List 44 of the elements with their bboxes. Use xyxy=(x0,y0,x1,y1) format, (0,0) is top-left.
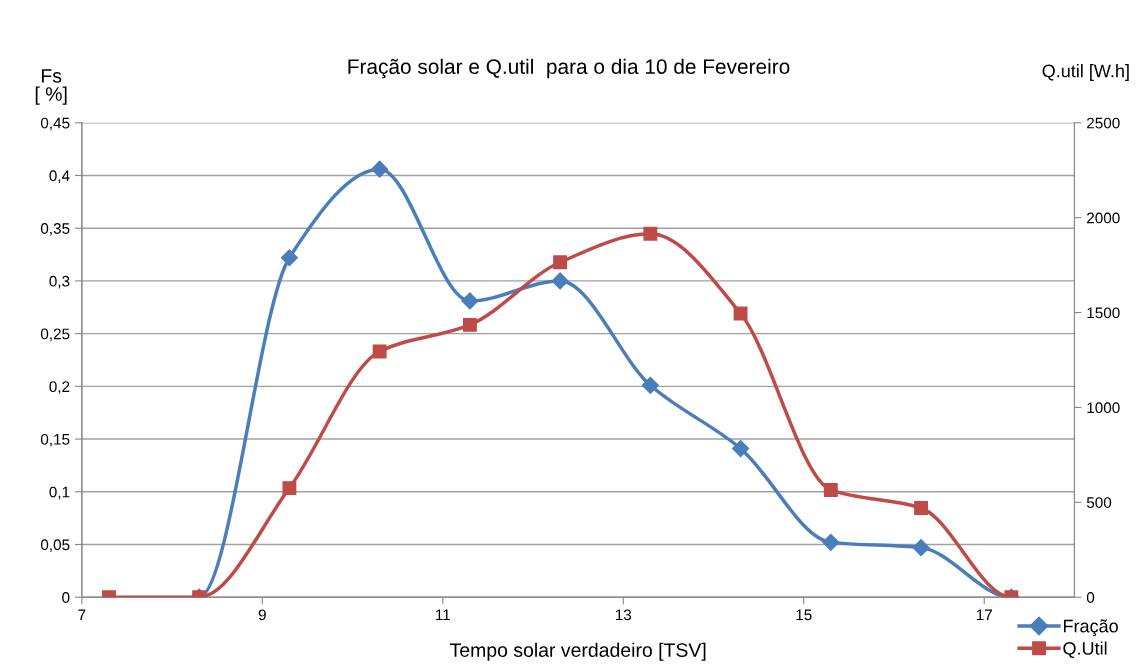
point xyxy=(732,439,750,458)
y-tick-label: 0 xyxy=(62,592,70,603)
x-tick-label: 9 xyxy=(258,609,266,621)
y-tick-label: 0,15 xyxy=(40,433,70,447)
y-tick-label: 0,3 xyxy=(49,275,70,289)
point xyxy=(641,376,659,394)
point xyxy=(914,501,929,515)
point xyxy=(823,483,838,497)
x-tick-label: 15 xyxy=(796,609,812,621)
point xyxy=(461,292,479,310)
y-tick-label: 0,4 xyxy=(49,170,70,183)
x-tick-label: 13 xyxy=(615,609,632,621)
legend-label: Fração xyxy=(1063,619,1118,637)
y2-tick-label: 0 xyxy=(1086,592,1095,603)
point xyxy=(551,272,569,290)
y-tick-label: 0,25 xyxy=(40,328,70,342)
legend-label: Q.Util xyxy=(1063,641,1107,659)
point xyxy=(733,306,748,321)
y-tick-label: 0,35 xyxy=(40,223,70,236)
point xyxy=(372,344,387,359)
y-tick-label: 0,2 xyxy=(49,381,70,394)
x-axis-title: Tempo solar verdadeiro [TSV] xyxy=(450,642,706,661)
point xyxy=(371,160,389,178)
point xyxy=(643,226,658,241)
x-tick-label: 17 xyxy=(976,609,992,621)
y2-axis-title: Q.util [W.h] xyxy=(1042,64,1129,81)
x-tick-label: 11 xyxy=(436,609,450,621)
y-tick-label: 0,45 xyxy=(40,117,70,131)
point xyxy=(553,255,568,270)
y-tick-label: 0,05 xyxy=(40,539,70,552)
chart-title: Fração solar e Q.util para o dia 10 de Fevereiro xyxy=(348,58,790,79)
point xyxy=(912,539,930,557)
point xyxy=(462,317,477,332)
y2-tick-label: 1000 xyxy=(1087,402,1120,414)
y2-tick-label: 2500 xyxy=(1087,117,1120,129)
x-tick-label: 7 xyxy=(78,609,86,621)
y-tick-label: 0,1 xyxy=(49,486,70,500)
point xyxy=(822,533,840,551)
y-axis-title: Fs [ %] xyxy=(35,69,67,105)
point xyxy=(280,249,298,267)
y2-tick-label: 2000 xyxy=(1087,212,1120,224)
point xyxy=(282,481,297,496)
y2-tick-label: 1500 xyxy=(1087,307,1120,319)
y2-tick-label: 500 xyxy=(1086,497,1112,508)
